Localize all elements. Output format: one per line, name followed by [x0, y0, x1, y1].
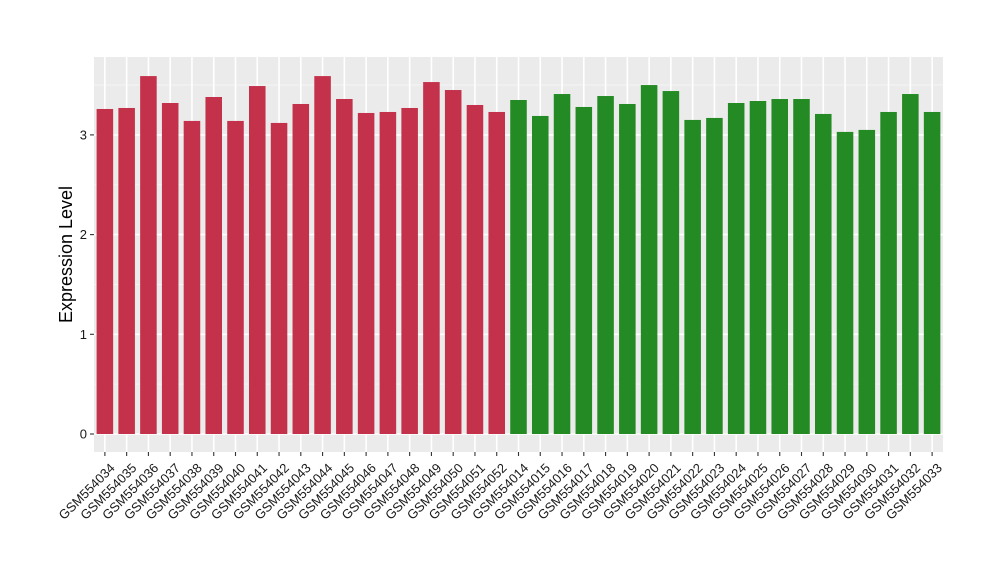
y-axis-title: Expression Level [56, 186, 76, 323]
bar-GSM554019 [619, 103, 636, 435]
bar-GSM554047 [379, 111, 397, 434]
y-tick-label: 1 [80, 327, 87, 342]
bar-GSM554035 [118, 107, 135, 434]
bar-GSM554036 [140, 76, 157, 434]
bar-GSM554052 [488, 111, 505, 434]
bar-GSM554051 [466, 104, 484, 435]
bar-GSM554032 [902, 94, 919, 435]
bar-GSM554043 [292, 103, 310, 435]
bar-GSM554034 [96, 108, 114, 434]
bar-GSM554027 [793, 99, 810, 434]
bar-GSM554016 [553, 94, 571, 435]
bar-GSM554048 [401, 107, 418, 434]
bar-GSM554049 [423, 82, 440, 434]
bar-GSM554026 [771, 99, 788, 434]
bar-GSM554038 [183, 120, 201, 434]
bar-GSM554022 [684, 119, 701, 434]
bar-GSM554041 [249, 86, 266, 435]
bar-GSM554050 [444, 90, 462, 434]
y-tick-label: 0 [80, 427, 87, 442]
bar-GSM554046 [357, 112, 375, 434]
bar-GSM554020 [640, 85, 658, 435]
y-tick-label: 3 [80, 127, 87, 142]
bar-GSM554045 [336, 99, 353, 434]
bar-GSM554040 [227, 120, 244, 434]
bar-GSM554021 [662, 91, 680, 434]
bar-GSM554014 [510, 100, 527, 434]
bar-GSM554025 [749, 101, 767, 434]
y-tick-label: 2 [80, 227, 87, 242]
x-axis: GSM554034GSM554035GSM554036GSM554037GSM5… [56, 452, 945, 523]
bar-GSM554017 [575, 106, 593, 434]
bar-GSM554030 [858, 129, 876, 435]
bar-GSM554023 [706, 117, 723, 434]
bar-GSM554029 [836, 131, 854, 434]
bar-GSM554033 [923, 111, 941, 434]
bar-GSM554028 [815, 113, 832, 435]
bar-GSM554037 [161, 103, 179, 434]
bar-GSM554039 [205, 97, 222, 434]
bar-GSM554031 [880, 111, 897, 434]
bar-GSM554024 [727, 103, 745, 434]
bar-GSM554044 [314, 76, 331, 434]
bar-GSM554042 [270, 122, 288, 434]
y-axis: 0 1 2 3 [80, 127, 94, 442]
bar-GSM554015 [532, 115, 549, 435]
bars [96, 76, 941, 435]
bar-GSM554018 [597, 96, 614, 435]
